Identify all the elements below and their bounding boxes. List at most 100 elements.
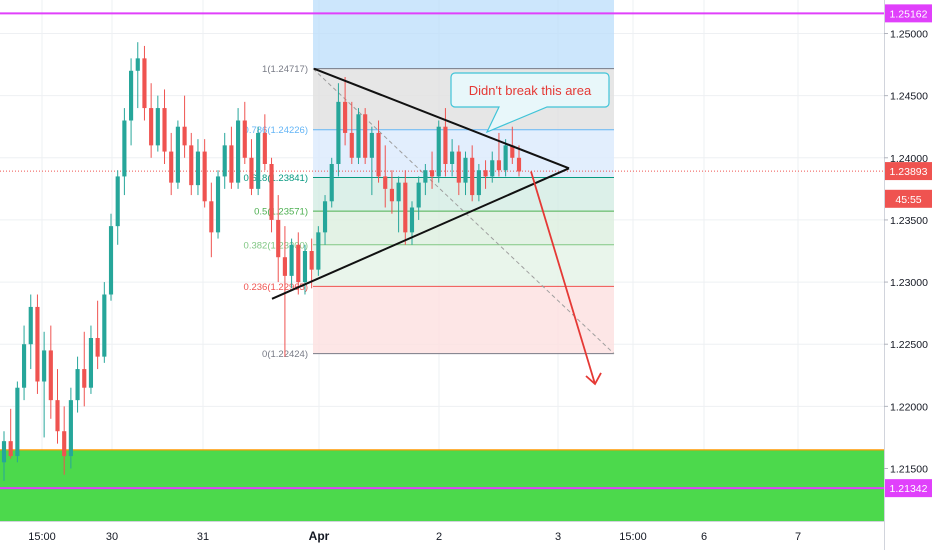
candle-body [470, 157, 475, 196]
candle [376, 120, 381, 183]
candle [429, 151, 435, 189]
fib-level-label: 1(1.24717) [262, 64, 308, 75]
candle-body [356, 114, 361, 158]
candle-body [256, 132, 261, 189]
candle-body [349, 132, 354, 158]
candle-body [102, 294, 107, 357]
candle-body [62, 431, 67, 457]
candle [189, 132, 194, 196]
candle [343, 77, 348, 146]
candle-body [189, 145, 194, 186]
candle [349, 101, 354, 164]
fib-trend-line [312, 68, 615, 355]
triangle-lower-line [271, 167, 570, 300]
candle-body [463, 157, 468, 183]
candle-body [302, 251, 308, 283]
candle-body [483, 170, 488, 177]
candle [75, 356, 80, 413]
y-tick-label: 1.23000 [890, 277, 928, 289]
candle [483, 160, 488, 189]
x-tick-label: 15:00 [28, 531, 56, 543]
price-label-badge: 1.21342 [885, 479, 932, 498]
candle [363, 108, 368, 164]
x-tick-label: 31 [197, 531, 209, 543]
candle-body [503, 145, 508, 171]
candle [135, 42, 140, 109]
price-label-text: 1.25162 [890, 8, 928, 20]
candle [403, 170, 408, 245]
candle [182, 95, 187, 158]
candle-body [476, 170, 481, 196]
candle-body [490, 160, 495, 177]
candle [155, 95, 160, 152]
candle-body [229, 145, 234, 183]
candle [242, 101, 247, 164]
price-label-bg [885, 479, 932, 498]
candle [289, 238, 294, 289]
candle-body [429, 170, 435, 177]
y-tick-label: 1.22000 [890, 401, 928, 413]
candle [202, 139, 207, 208]
y-tick-label: 1.24000 [890, 153, 928, 165]
candle-body [21, 344, 27, 388]
y-tick-label: 1.25000 [890, 29, 928, 41]
candle-body [496, 160, 502, 171]
x-tick-label: 2 [436, 531, 442, 543]
candle [222, 132, 227, 189]
y-axis-ticks: 1.25000 1.24500 1.24000 1.23500 1.23000 1.225… [884, 29, 928, 476]
candle-body [510, 145, 515, 158]
y-tick-label: 1.23500 [890, 215, 928, 227]
candle [175, 120, 180, 189]
arrow-shaft [530, 171, 596, 385]
candle [108, 213, 114, 301]
candle [516, 145, 522, 177]
candle-body [1, 441, 7, 463]
x-tick-label: 3 [555, 531, 561, 543]
candle-body [436, 126, 441, 177]
candle [309, 238, 314, 289]
candle [416, 176, 421, 220]
candle [356, 108, 361, 164]
candle [276, 195, 281, 283]
candle-body [262, 132, 267, 164]
candle-body [269, 164, 274, 220]
fib-zone-top [313, 0, 614, 69]
candle [48, 325, 53, 419]
x-tick-label: 6 [701, 531, 707, 543]
candle [62, 406, 67, 475]
candle [396, 176, 401, 233]
candle [490, 151, 495, 183]
candle-body [423, 170, 428, 183]
arrow-head [585, 372, 602, 386]
candle-body [242, 120, 247, 158]
candle-body [336, 101, 341, 164]
candle-body [249, 157, 254, 189]
candle [115, 170, 120, 245]
candle-body [35, 306, 40, 382]
candle-body [396, 182, 401, 202]
price-label-bg [885, 189, 932, 208]
candle-body [95, 338, 100, 357]
candle-body [149, 108, 154, 146]
candle-body [115, 176, 120, 227]
candle [369, 126, 374, 196]
fib-level-label: 0.786(1.24226) [244, 125, 308, 136]
candle [329, 157, 334, 208]
candle-body [175, 126, 180, 183]
symmetrical-triangle [271, 67, 570, 300]
candle [122, 108, 127, 196]
candle-body [142, 58, 147, 109]
fib-level-label: 0.382(1.23300) [244, 240, 308, 251]
x-tick-label: Apr [309, 529, 330, 543]
candle-body [322, 201, 328, 233]
candle-body [48, 350, 53, 401]
candle [142, 45, 147, 121]
candle-body [289, 244, 294, 276]
price-axis-panel [884, 0, 932, 550]
candle-body [282, 257, 287, 276]
fib-zone [313, 211, 614, 245]
candle-body [82, 369, 87, 388]
candle-body [88, 338, 94, 388]
